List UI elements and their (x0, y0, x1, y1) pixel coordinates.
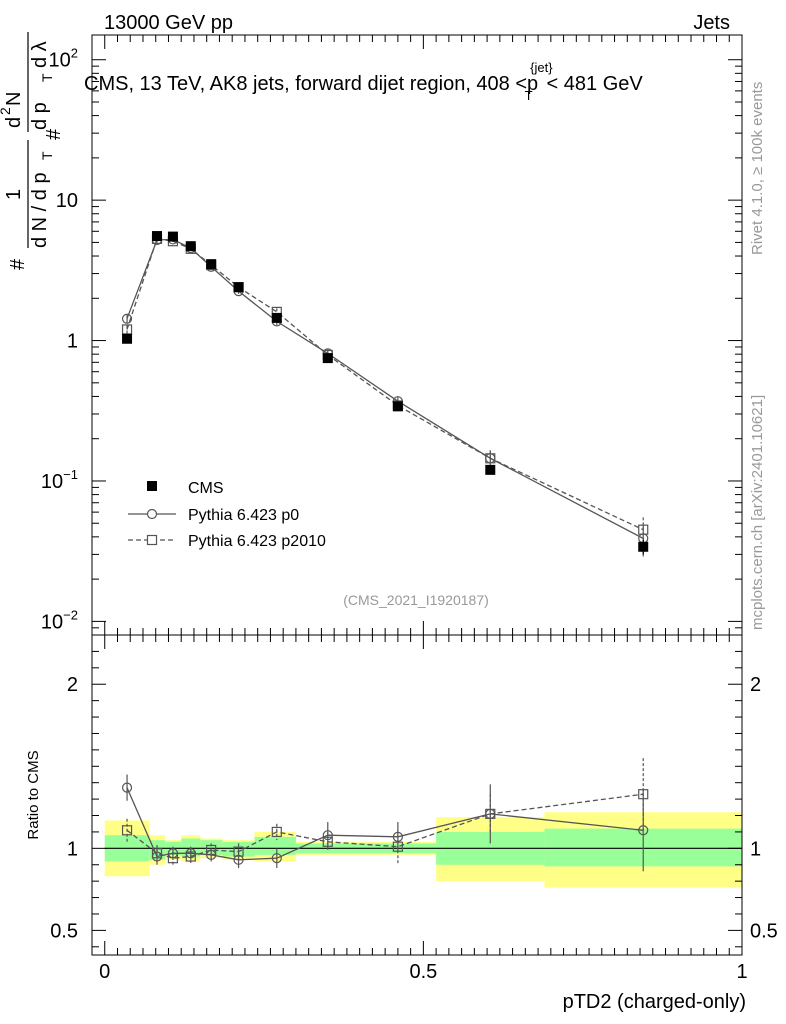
ytick-base: 10 (49, 50, 71, 72)
p0-point (121, 313, 133, 324)
ratio-ytick-label-right: 2 (750, 674, 761, 696)
ylabel-hash-2: # (43, 128, 65, 140)
legend-marker-p2010 (146, 534, 158, 546)
cms-point (167, 231, 178, 242)
ratio-xlabel: pTD2 (charged-only) (563, 991, 746, 1013)
main-ytick-label: 102 (49, 46, 78, 72)
ytick-base: 1 (67, 331, 78, 353)
main-title: CMS, 13 TeV, AK8 jets, forward dijet reg… (84, 60, 643, 103)
ylabel-sup-2: 2 (0, 107, 13, 115)
cms-point (233, 282, 244, 293)
p2010-point (392, 841, 403, 852)
legend-marker-cms (147, 481, 157, 491)
p2010-point (233, 846, 244, 857)
ratio-ytick-label-right: 1 (750, 838, 761, 860)
p2010-point (322, 836, 333, 847)
cms-point (638, 541, 649, 552)
cms-point (152, 231, 162, 242)
p2010-point (638, 789, 649, 800)
ytick-base: 10 (41, 611, 63, 633)
cms-point (206, 259, 217, 270)
ratio-xtick-label: 0.5 (409, 961, 437, 983)
header-right: Jets (693, 12, 730, 34)
legend-label-p2010: Pythia 6.423 p2010 (188, 533, 326, 550)
ratio-bands (104, 812, 742, 888)
legend-label-cms: CMS (188, 480, 224, 497)
main-ytick-label: 10 (56, 190, 78, 212)
cms-point (271, 312, 282, 323)
cms-point (185, 241, 196, 252)
ylabel-one: 1 (3, 189, 25, 200)
p2010-point (121, 825, 133, 836)
p2010-point (206, 844, 217, 856)
p2010-point (167, 853, 179, 864)
cms-point (122, 333, 133, 344)
ylabel-dp: d p (29, 102, 51, 130)
mcplots-label: mcplots.cern.ch [arXiv:2401.10621] (749, 395, 766, 630)
ratio-xtick-label: 1 (736, 961, 747, 983)
main-ylabel: # 1 d N / d p T # d 2 N d p T d λ (0, 32, 65, 270)
ratio-ytick-label: 2 (67, 674, 78, 696)
p0-point (121, 782, 133, 793)
ratio-xtick-label: 0 (99, 961, 110, 983)
ylabel-d2: d (3, 117, 25, 128)
ytick-exp: 2 (71, 46, 78, 61)
legend-marker-p0 (146, 508, 158, 520)
ratio-ytick-label: 0.5 (50, 920, 78, 942)
cms-point (485, 464, 496, 475)
ratio-ylabel: Ratio to CMS (25, 750, 42, 839)
ratio-series (121, 758, 649, 872)
main-ytick-label: 10−2 (41, 607, 78, 633)
ytick-exp: −1 (63, 467, 78, 482)
p2010-point (151, 848, 163, 859)
title-sub: T (525, 88, 533, 103)
ratio-frame (91, 634, 743, 956)
ylabel-hash-1: # (7, 258, 29, 270)
cms-point (322, 353, 333, 364)
ylabel-dn: d N / d p (29, 172, 51, 248)
p2010-point (485, 808, 496, 819)
header-left: 13000 GeV pp (104, 12, 233, 34)
rivet-label: Rivet 4.1.0, ≥ 100k events (749, 82, 766, 255)
ytick-exp: −2 (63, 607, 78, 622)
p2010-line (126, 793, 644, 859)
ratio-axis-ticks: 0.5 0.51 12 20 0.5 1 (50, 635, 778, 983)
title-sup: {jet} (530, 60, 553, 75)
title-tail: < 481 GeV (547, 73, 644, 95)
p2010-point (638, 524, 649, 535)
main-ytick-label: 1 (67, 331, 78, 353)
title-main: CMS, 13 TeV, AK8 jets, forward dijet reg… (84, 73, 538, 95)
ylabel-dlambda: d λ (29, 41, 51, 68)
p2010-point (271, 826, 282, 838)
p0-point (271, 853, 282, 864)
p2010-point (485, 453, 496, 464)
analysis-id: (CMS_2021_I1920187) (343, 592, 489, 608)
ytick-base: 10 (56, 190, 78, 212)
ratio-ytick-label: 1 (67, 838, 78, 860)
legend: CMS Pythia 6.423 p0 Pythia 6.423 p2010 (128, 480, 326, 550)
main-series (121, 231, 649, 557)
ratio-panel: 0.5 0.51 12 20 0.5 1 Ratio to CMS pTD2 (charg… (25, 634, 778, 1013)
ratio-band-inner (254, 836, 296, 855)
p2010-point (185, 851, 196, 862)
legend-label-p0: Pythia 6.423 p0 (188, 507, 299, 524)
ylabel-n: N (3, 92, 25, 106)
main-ytick-label: 10−1 (41, 467, 78, 493)
ylabel-sub-t: T (39, 151, 55, 160)
cms-point (392, 401, 403, 412)
ylabel-sub-t-2: T (39, 73, 55, 82)
ratio-ytick-label-right: 0.5 (750, 920, 778, 942)
ytick-base: 10 (41, 471, 63, 493)
